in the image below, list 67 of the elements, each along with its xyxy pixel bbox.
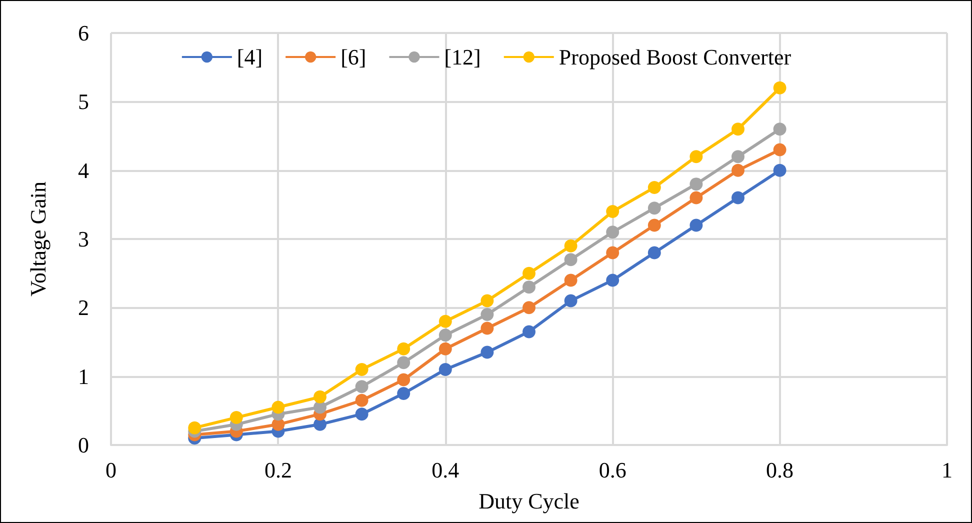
point [397,373,410,386]
point [773,164,786,177]
point [732,164,744,177]
point [438,314,452,328]
y-tick-label: 2 [78,295,89,320]
point [606,274,620,287]
point [690,218,703,232]
point [272,400,285,414]
point [355,362,368,376]
point [606,205,620,218]
legend-label: [4] [236,44,263,70]
x-tick-label: 1 [942,458,952,482]
x-tick-label: 0.6 [598,458,626,482]
point [732,191,744,204]
y-axis-title: Voltage Gain [26,181,50,297]
point [773,81,786,94]
y-tick-label: 5 [78,89,89,114]
y-tick-label: 6 [78,20,89,46]
point [522,280,536,294]
point [438,362,452,376]
point [773,143,786,156]
point [397,342,410,356]
point [564,274,578,287]
point [564,239,578,252]
legend-label: [12] [444,44,481,70]
x-tick-label: 0.8 [766,458,794,482]
legend-label: Proposed Boost Converter [558,44,792,70]
point [355,408,368,421]
point [564,253,578,266]
y-tick-label: 1 [78,364,89,389]
point [648,202,661,215]
point [480,308,494,322]
x-tick-label: 0 [106,458,116,482]
point [522,325,536,338]
y-tick-label: 0 [78,432,89,458]
point [355,380,368,394]
point [397,387,410,400]
point [522,266,536,280]
point [606,246,620,260]
point [606,226,620,239]
point [438,328,452,342]
point [773,122,786,136]
point [648,218,661,232]
point [480,346,494,359]
point [732,122,744,136]
point [648,181,661,194]
legend-label: [6] [340,44,366,70]
x-tick-label: 0.2 [264,458,292,482]
point [522,301,536,314]
point [314,390,326,404]
point [690,150,703,164]
point [188,421,202,434]
point [438,342,452,356]
x-tick-label: 0.4 [432,458,460,482]
point [355,394,368,407]
point [564,294,578,308]
point [690,191,703,204]
x-axis-title: Duty Cycle [478,488,580,514]
point [690,178,703,191]
point [480,322,494,335]
y-tick-label: 3 [78,226,89,252]
y-tick-label: 4 [78,158,89,183]
point [397,356,410,370]
point [732,150,744,164]
point [648,246,661,260]
point [230,411,243,424]
point [480,294,494,308]
